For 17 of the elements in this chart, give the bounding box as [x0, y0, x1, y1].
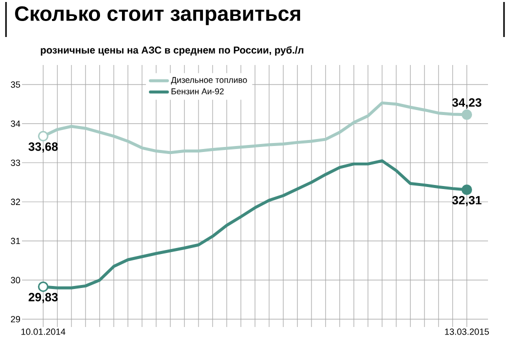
data-label: 33,68 [28, 142, 58, 153]
chart-title: Сколько стоит заправиться [15, 6, 300, 26]
chart-subtitle: розничные цены на АЗС в среднем по России, руб./л [40, 46, 304, 56]
x-tick-label: 10.01.2014 [21, 328, 66, 335]
y-tick-label: 30 [10, 276, 20, 284]
y-tick-label: 31 [10, 238, 20, 244]
y-tick-label: 35 [10, 81, 20, 88]
data-label: 34,23 [452, 98, 482, 108]
legend-label: Бензин Аи-92 [172, 88, 224, 94]
x-tick-label: 13.03.2015 [445, 328, 489, 335]
y-tick-label: 34 [10, 120, 20, 127]
y-tick-label: 32 [10, 198, 20, 206]
legend-label: Дизельное топливо [170, 77, 247, 85]
data-label: 32,31 [452, 196, 482, 206]
y-tick-label: 33 [10, 160, 20, 166]
data-label: 29,83 [28, 292, 58, 304]
y-tick-label: 29 [10, 316, 20, 322]
